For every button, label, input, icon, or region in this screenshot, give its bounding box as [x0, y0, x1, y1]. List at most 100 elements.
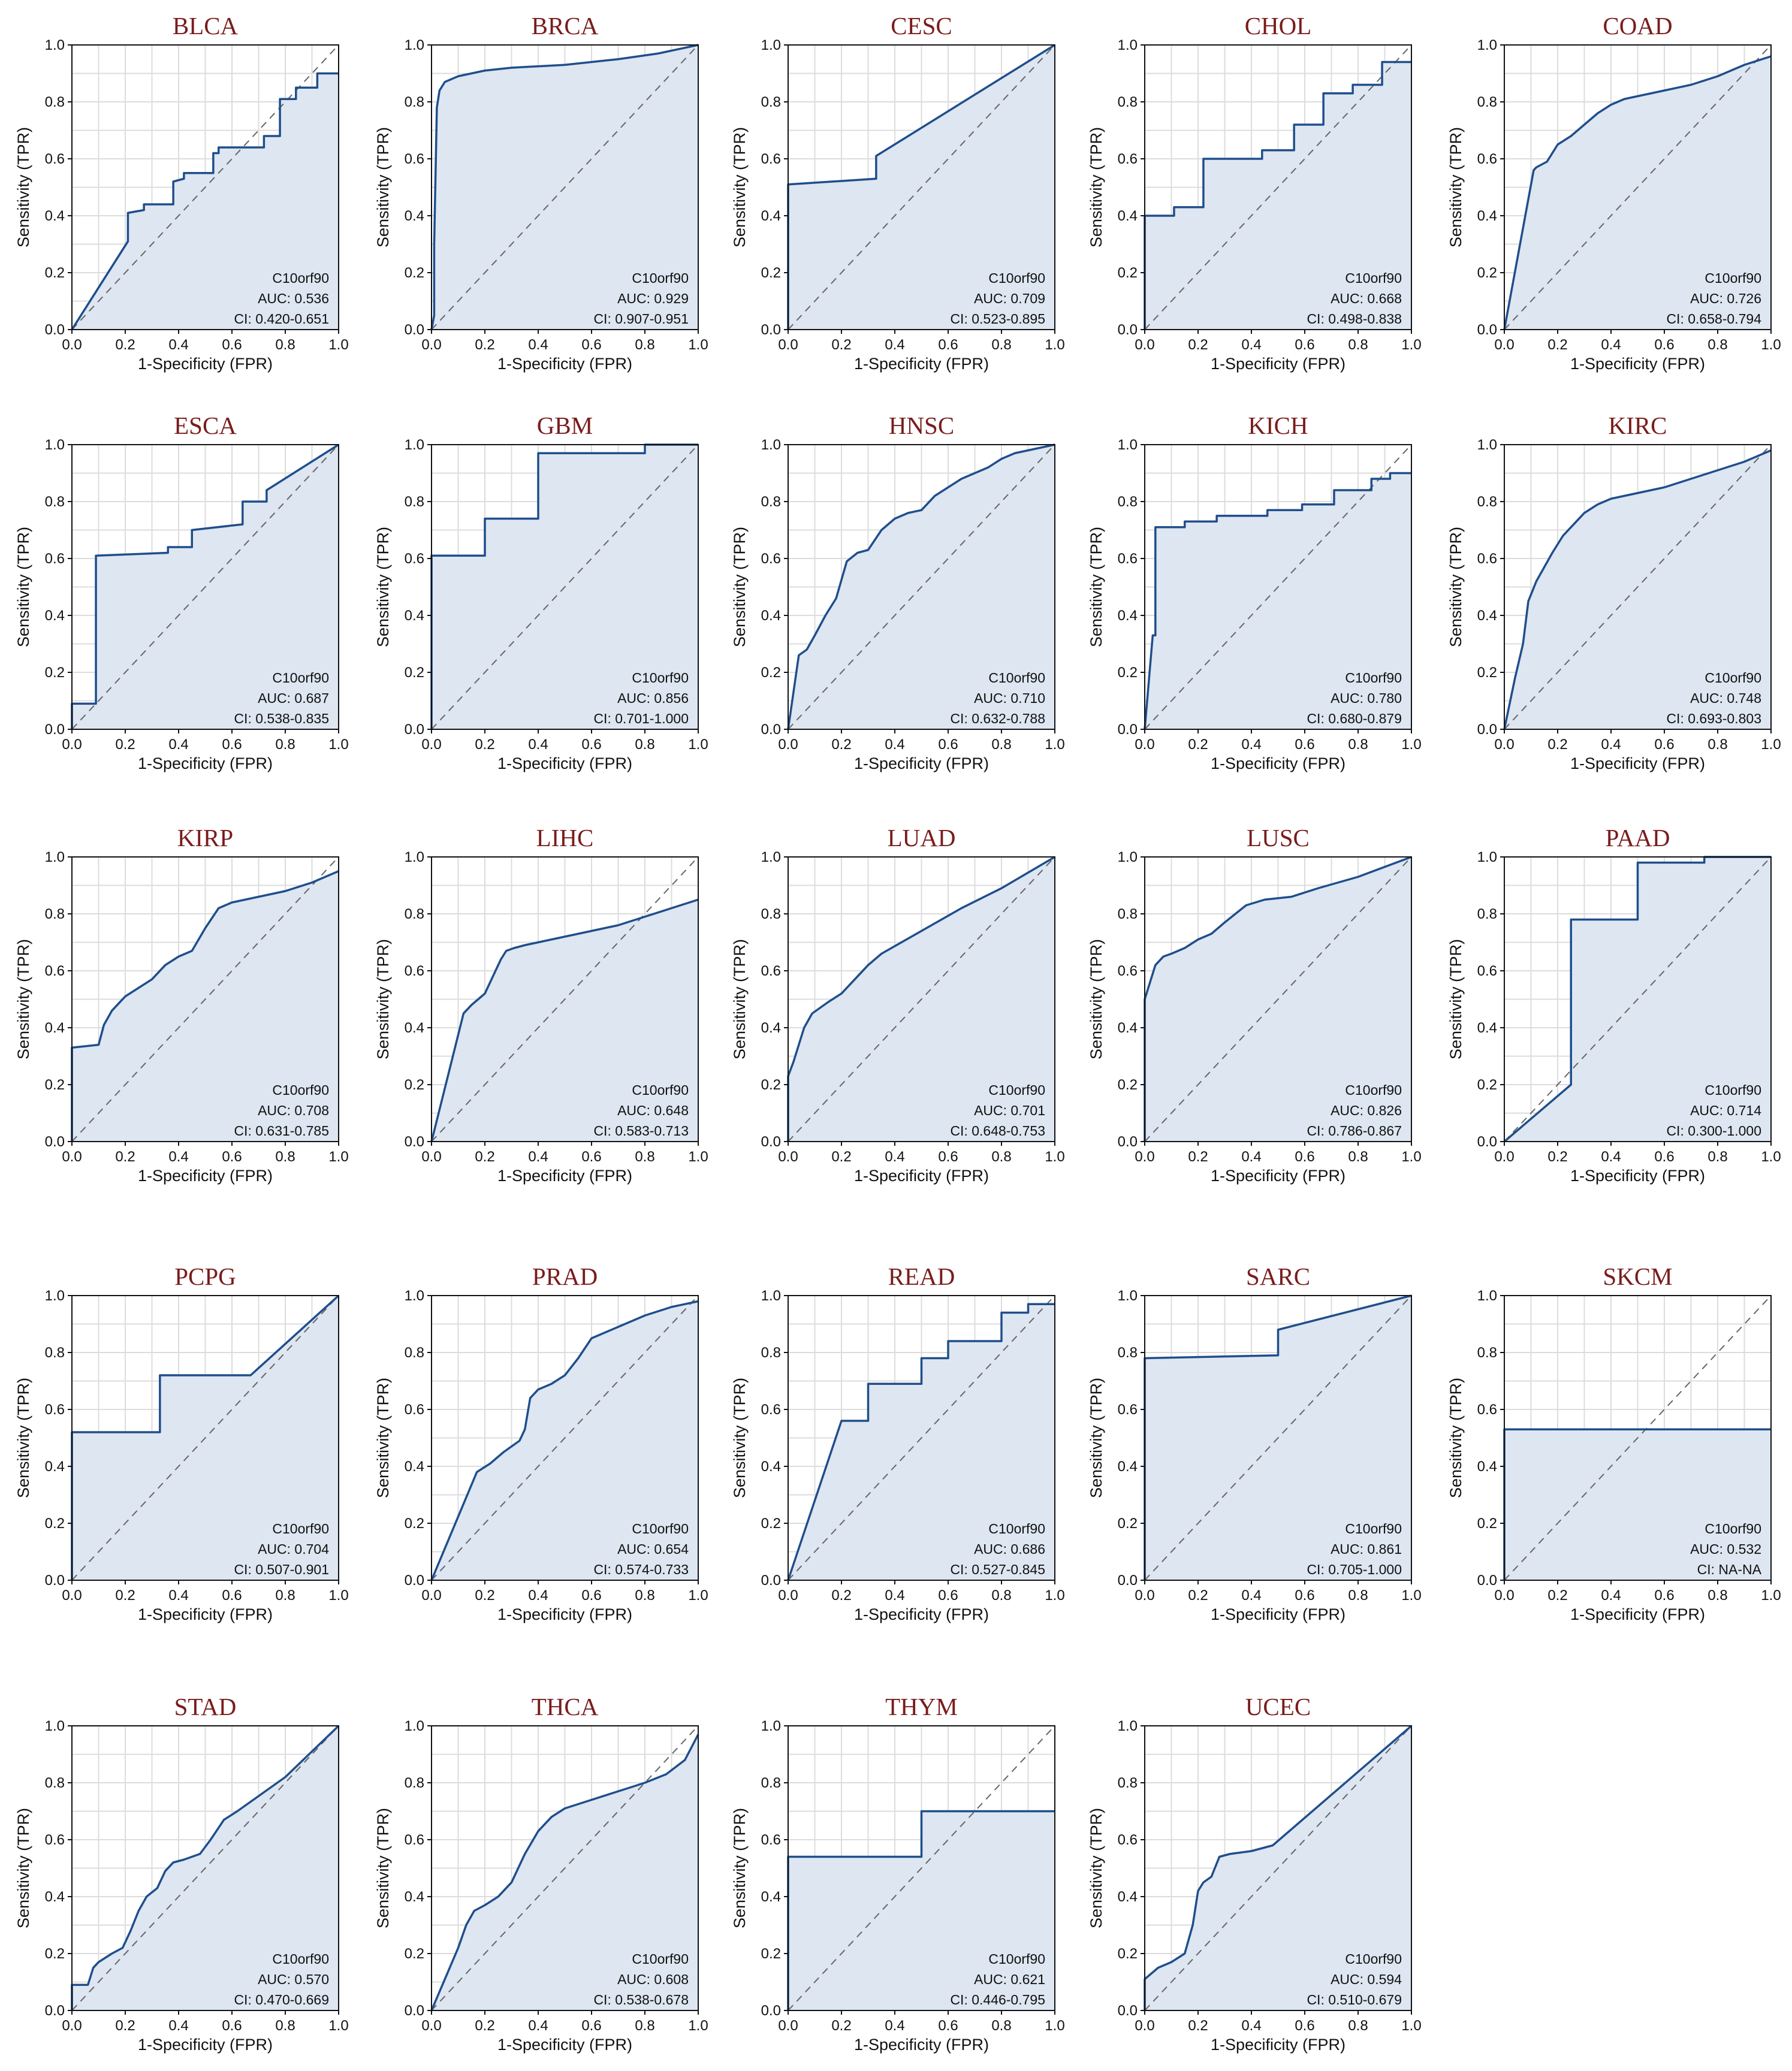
plot-frame [71, 44, 339, 330]
chart-title: PAAD [1606, 824, 1670, 852]
x-tick-label: 0.8 [635, 1149, 654, 1165]
reference-diagonal [431, 44, 699, 330]
reference-diagonal [1504, 1295, 1772, 1581]
x-tick-label: 0.4 [885, 2018, 904, 2034]
x-tick-label: 0.8 [1707, 1587, 1727, 1604]
roc-curve [1503, 856, 1771, 1143]
x-axis-label: 1-Specificity (FPR) [138, 355, 273, 373]
y-tick-label: 0.6 [405, 963, 424, 979]
legend-gene: C10orf90 [1345, 1082, 1402, 1098]
y-tick-label: 0.6 [1118, 551, 1138, 567]
x-tick-label: 0.4 [885, 1587, 904, 1604]
legend-gene: C10orf90 [272, 270, 329, 286]
x-tick-label: 0.8 [1348, 1149, 1368, 1165]
x-tick-label: 0.2 [1188, 1149, 1208, 1165]
x-axis-label: 1-Specificity (FPR) [497, 1167, 632, 1185]
x-axis-label: 1-Specificity (FPR) [497, 1605, 632, 1623]
roc-curve [1144, 472, 1411, 730]
y-tick-label: 1.0 [405, 437, 424, 453]
y-tick-label: 0.2 [1477, 665, 1497, 681]
x-tick-label: 0.4 [168, 337, 188, 353]
x-tick-label: 0.6 [938, 2018, 958, 2034]
roc-area [1504, 1429, 1771, 1580]
y-tick-label: 0.0 [45, 322, 65, 338]
legend-gene: C10orf90 [988, 1521, 1045, 1536]
y-tick-label: 1.0 [1118, 1718, 1138, 1734]
y-tick-label: 0.8 [761, 1345, 781, 1361]
x-tick-label: 1.0 [1761, 736, 1781, 753]
x-tick-label: 0.2 [1547, 1587, 1567, 1604]
y-tick-label: 0.4 [45, 208, 65, 224]
plot-frame [1144, 1725, 1412, 2011]
chart-title: KIRP [177, 824, 233, 852]
x-tick-label: 1.0 [328, 2018, 348, 2034]
y-axis-label: Sensitivity (TPR) [14, 527, 32, 647]
roc-chart-thca: THCA 0.00.0 0.2 0.2 0.4 0.4 0.6 0.6 0.8 0.8 1.0 1.0… [374, 1693, 708, 2054]
x-tick-label: 0.0 [62, 736, 82, 753]
x-tick-label: 0.0 [1494, 1587, 1514, 1604]
x-tick-label: 0.8 [1348, 1587, 1368, 1604]
chart-title: THCA [532, 1693, 599, 1720]
y-tick-label: 0.8 [1477, 906, 1497, 922]
y-tick-label: 0.8 [1118, 1775, 1138, 1791]
x-tick-label: 0.4 [1601, 736, 1621, 753]
y-axis-label: Sensitivity (TPR) [731, 127, 749, 247]
y-axis-label: Sensitivity (TPR) [14, 1378, 32, 1498]
x-axis-label: 1-Specificity (FPR) [1570, 1167, 1705, 1185]
plot-frame [431, 44, 699, 330]
plot-frame [788, 1295, 1055, 1581]
y-tick-label: 0.0 [1118, 322, 1138, 338]
chart-title: SKCM [1603, 1263, 1672, 1290]
roc-chart-read: READ 0.00.0 0.2 0.2 0.4 0.4 0.6 0.6 0.8 0.8 1.0 1.0… [731, 1263, 1065, 1623]
reference-diagonal [788, 856, 1055, 1142]
y-tick-label: 0.8 [1118, 94, 1138, 110]
x-tick-label: 0.6 [581, 2018, 601, 2034]
roc-curve [787, 856, 1055, 1142]
y-tick-label: 0.8 [761, 494, 781, 510]
y-tick-label: 0.4 [1477, 608, 1497, 624]
y-tick-label: 0.4 [405, 208, 424, 224]
y-tick-label: 0.6 [761, 551, 781, 567]
legend-gene: C10orf90 [632, 1521, 689, 1536]
legend-gene: C10orf90 [632, 270, 689, 286]
roc-chart-lihc: LIHC 0.00.0 0.2 0.2 0.4 0.4 0.6 0.6 0.8 0.8 1.0 1.0… [374, 824, 708, 1185]
legend-gene: C10orf90 [272, 1521, 329, 1536]
y-tick-label: 1.0 [1118, 849, 1138, 865]
chart-title: SARC [1246, 1263, 1310, 1290]
x-tick-label: 0.6 [1295, 337, 1314, 353]
plot-frame [1504, 44, 1772, 330]
legend-auc: AUC: 0.668 [1331, 291, 1402, 306]
x-tick-label: 1.0 [1045, 1587, 1064, 1604]
roc-chart-luad: LUAD 0.00.0 0.2 0.2 0.4 0.4 0.6 0.6 0.8 0.8 1.0 1.0… [731, 824, 1065, 1185]
x-tick-label: 0.4 [885, 736, 904, 753]
y-tick-label: 0.2 [405, 1946, 424, 1962]
y-tick-label: 0.6 [1118, 1832, 1138, 1848]
y-axis-label: Sensitivity (TPR) [1447, 527, 1465, 647]
x-tick-label: 0.6 [1654, 337, 1674, 353]
chart-title: CESC [891, 12, 952, 40]
x-axis-label: 1-Specificity (FPR) [854, 754, 989, 772]
chart-title: CHOL [1245, 12, 1312, 40]
y-axis-label: Sensitivity (TPR) [14, 939, 32, 1059]
roc-area [432, 899, 698, 1142]
chart-title: KIRC [1609, 412, 1667, 439]
chart-title: COAD [1603, 12, 1672, 40]
plot-frame [788, 1725, 1055, 2011]
x-tick-label: 0.8 [635, 2018, 654, 2034]
legend-gene: C10orf90 [632, 670, 689, 686]
reference-diagonal [71, 1295, 339, 1581]
legend-ci: CI: 0.680-0.879 [1307, 711, 1402, 726]
x-tick-label: 0.6 [581, 1149, 601, 1165]
x-tick-label: 0.4 [168, 1149, 188, 1165]
y-tick-label: 1.0 [1477, 437, 1497, 453]
y-tick-label: 0.4 [45, 1020, 65, 1036]
y-tick-label: 0.2 [1477, 1077, 1497, 1093]
chart-title: LIHC [536, 824, 594, 852]
legend-auc: AUC: 0.704 [258, 1541, 329, 1557]
y-axis-label: Sensitivity (TPR) [731, 939, 749, 1059]
x-tick-label: 0.0 [62, 1149, 82, 1165]
y-tick-label: 0.6 [45, 963, 65, 979]
legend-auc: AUC: 0.708 [258, 1103, 329, 1118]
legend-auc: AUC: 0.621 [974, 1972, 1045, 1987]
